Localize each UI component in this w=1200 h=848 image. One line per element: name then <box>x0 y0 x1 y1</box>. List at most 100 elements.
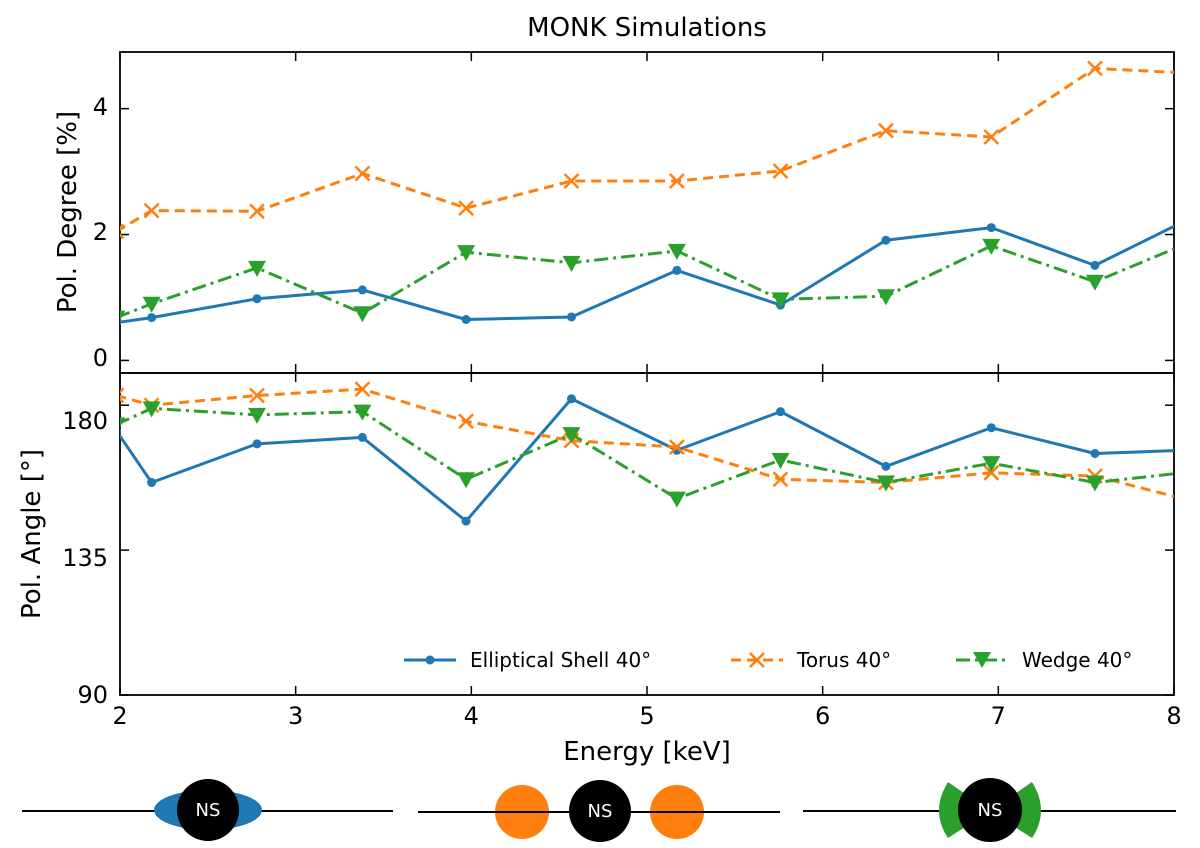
top-data-point-elliptical <box>566 312 576 322</box>
bottom-data-point-wedge <box>142 401 161 418</box>
top-series-line-torus <box>120 66 1174 232</box>
neutron-star <box>569 780 631 842</box>
top-data-point-torus <box>878 122 894 139</box>
x-tick-label: 2 <box>112 702 127 730</box>
top-panel-series <box>120 60 1190 326</box>
top-data-point-torus <box>354 165 371 182</box>
bottom-data-point-elliptical <box>566 394 576 404</box>
bottom-y-axis-label: Pol. Angle [°] <box>17 449 47 619</box>
x-tick-label: 4 <box>464 702 479 730</box>
bottom-data-point-elliptical <box>881 461 891 471</box>
x-tick-label: 6 <box>815 702 830 730</box>
top-data-point-wedge <box>353 306 372 323</box>
top-y-axis-label: Pol. Degree [%] <box>53 111 83 313</box>
bottom-series-line-torus <box>120 387 1174 498</box>
y-tick-label: 0 <box>93 344 108 372</box>
x-tick-label: 5 <box>639 702 654 730</box>
top-data-point-wedge <box>1085 274 1104 291</box>
top-data-point-elliptical <box>881 235 891 245</box>
y-tick-label: 90 <box>77 681 108 709</box>
wedge-diagram: NS <box>803 778 1176 842</box>
top-data-point-torus <box>249 203 265 220</box>
top-data-point-torus <box>668 173 685 189</box>
bottom-panel-frame <box>119 372 1175 696</box>
top-data-point-wedge <box>1173 238 1174 239</box>
top-data-point-wedge <box>457 245 476 262</box>
top-data-point-torus <box>458 200 474 216</box>
top-data-point-torus <box>120 223 125 240</box>
top-data-point-elliptical <box>120 319 121 326</box>
legend-marker-torus <box>749 652 765 668</box>
bottom-data-point-elliptical <box>252 439 262 449</box>
top-series-line-wedge <box>120 244 1174 318</box>
ns-label: NS <box>196 800 221 821</box>
bottom-data-point-elliptical <box>1090 449 1100 458</box>
ns-label: NS <box>978 800 1003 821</box>
top-data-point-elliptical <box>1178 217 1187 226</box>
y-tick-label: 4 <box>93 93 108 121</box>
bottom-data-point-torus <box>354 381 371 397</box>
top-data-point-wedge <box>876 289 895 306</box>
top-data-point-elliptical <box>357 285 367 295</box>
bottom-data-point-torus <box>983 464 1000 481</box>
bottom-data-point-torus <box>668 439 685 455</box>
bottom-data-point-elliptical <box>1178 446 1187 455</box>
bottom-data-point-torus <box>1176 492 1190 506</box>
top-data-point-torus <box>1087 60 1103 77</box>
bottom-data-point-wedge <box>457 472 476 489</box>
legend-label: Torus 40° <box>796 648 891 672</box>
bottom-data-point-elliptical <box>461 516 471 526</box>
bottom-data-point-elliptical <box>120 428 121 434</box>
top-data-point-wedge <box>562 255 581 272</box>
legend-marker-elliptical <box>425 655 435 665</box>
bottom-data-point-wedge <box>120 417 126 428</box>
legend-marker-wedge <box>973 652 991 668</box>
bottom-data-point-wedge <box>876 475 895 492</box>
top-data-point-wedge <box>142 296 161 313</box>
bottom-data-point-wedge <box>1173 465 1174 467</box>
top-data-point-torus <box>563 173 580 189</box>
bottom-data-point-wedge <box>1085 475 1104 492</box>
x-axis-label: Energy [keV] <box>563 737 731 767</box>
top-data-point-elliptical <box>252 294 262 304</box>
bottom-data-point-elliptical <box>986 423 996 433</box>
y-tick-label: 2 <box>93 218 108 246</box>
bottom-data-point-elliptical <box>357 432 367 442</box>
bottom-data-point-torus <box>772 471 789 488</box>
chart-title: MONK Simulations <box>527 13 767 43</box>
bottom-data-point-torus <box>458 413 474 430</box>
top-data-point-elliptical <box>672 265 682 275</box>
top-series-line-elliptical <box>120 224 1174 324</box>
top-data-point-wedge <box>248 260 267 277</box>
neutron-star <box>177 779 239 841</box>
legend-label: Wedge 40° <box>1022 648 1132 672</box>
top-data-point-wedge <box>982 238 1001 255</box>
top-data-point-elliptical <box>986 223 996 233</box>
bottom-data-point-torus <box>120 387 125 404</box>
bottom-data-point-wedge <box>667 491 686 508</box>
torus-diagram: NS <box>418 780 780 842</box>
bottom-data-point-wedge <box>982 456 1001 473</box>
top-data-point-wedge <box>771 292 790 309</box>
x-tick-label: 7 <box>991 702 1006 730</box>
legend: Elliptical Shell 40° Torus 40° Wedge 40° <box>404 648 1132 672</box>
top-panel-frame <box>119 51 1175 374</box>
top-data-point-torus <box>1176 66 1190 80</box>
bottom-series-line-wedge <box>120 406 1174 501</box>
top-data-point-wedge <box>667 243 686 260</box>
top-data-point-wedge <box>120 310 126 321</box>
bottom-panel-series <box>120 381 1190 526</box>
bottom-data-point-wedge <box>771 452 790 469</box>
top-data-point-elliptical <box>461 315 471 324</box>
bottom-data-point-elliptical <box>147 477 157 487</box>
neutron-star <box>958 778 1022 842</box>
bottom-data-point-elliptical <box>776 407 786 417</box>
x-tick-label: 8 <box>1166 702 1181 730</box>
top-data-point-torus <box>983 129 1000 145</box>
top-data-point-torus <box>143 202 160 219</box>
ticks-layer <box>119 52 1175 696</box>
bottom-series-line-elliptical <box>120 397 1174 523</box>
top-data-point-elliptical <box>147 313 157 323</box>
top-data-point-elliptical <box>1090 260 1100 270</box>
